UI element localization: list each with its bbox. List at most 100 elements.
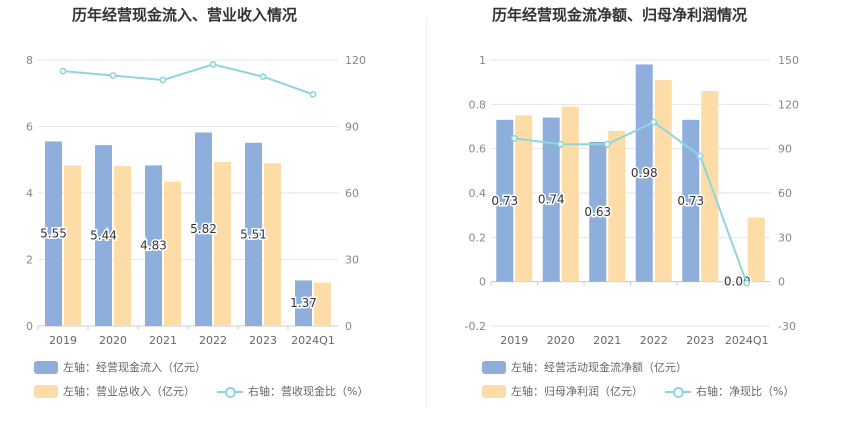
y-left-tick-label: 4 [26,187,33,200]
bar-secondary [701,91,719,282]
bar-data-label: 1.37 [290,296,317,310]
legend-label: 右轴：净现比（%） [696,385,795,398]
y-right-tick-label: 0 [778,276,785,289]
bar-data-label: 5.44 [90,229,117,243]
y-right-tick-label: 30 [345,254,359,267]
bar-secondary [608,130,626,282]
line-point [696,152,704,160]
legend-item-cash-ratio[interactable]: 右轴：营收现金比（%） [217,383,368,399]
panel-divider [426,18,427,408]
x-tick-label: 2022 [199,334,227,347]
legend-label: 右轴：营收现金比（%） [248,385,369,398]
line-point [59,67,67,75]
bar-secondary [164,181,181,326]
legend-swatch [482,360,506,374]
bar-data-label: 0.73 [491,194,518,208]
bar-primary [682,119,700,282]
line-point [159,76,167,84]
legend-label: 左轴：归母净利润（亿元） [511,385,643,398]
line-point [650,118,658,126]
x-tick-label: 2024Q1 [291,334,335,347]
bar-primary [195,132,212,326]
bar-primary [95,145,112,326]
legend-swatch [482,384,506,398]
line-point [109,72,117,79]
bar-data-label: 0.98 [631,166,658,180]
legend-swatch [34,360,58,374]
y-left-tick-label: 0.6 [469,143,487,156]
legend-label: 左轴：经营活动现金流净额（亿元） [511,361,687,374]
bar-secondary [747,217,765,282]
bar-data-label: 5.55 [40,227,67,241]
y-left-tick-label: 1 [479,54,486,67]
x-tick-label: 2020 [99,334,127,347]
legend-item-net-cash-flow[interactable]: 左轴：经营活动现金流净额（亿元） [482,359,687,375]
y-right-tick-label: 60 [778,187,792,200]
legend-label: 左轴：经营现金流入（亿元） [63,361,206,374]
y-left-tick-label: 2 [26,254,33,267]
legend-line-swatch [665,385,691,398]
y-right-tick-label: 90 [778,143,792,156]
y-left-tick-label: 0.2 [469,231,487,244]
legend-row-2: 左轴：归母净利润（亿元） 右轴：净现比（%） [482,383,816,399]
bar-primary [245,142,262,326]
bar-data-label: 5.51 [240,227,267,241]
x-tick-label: 2023 [686,334,714,347]
y-left-tick-label: 0.4 [469,187,487,200]
bar-primary [295,280,312,326]
bar-data-label: 0.63 [584,205,611,219]
bar-primary [496,119,514,282]
bar-secondary [654,79,672,282]
legend-row-2: 左轴：营业总收入（亿元） 右轴：营收现金比（%） [34,383,390,399]
line-point [209,61,217,68]
legend-item-net-cash-ratio[interactable]: 右轴：净现比（%） [665,383,794,399]
legend-item-revenue[interactable]: 左轴：营业总收入（亿元） [34,383,195,399]
x-tick-label: 2019 [49,334,77,347]
y-left-tick-label: 6 [26,121,33,134]
chart-2-svg: -0.2 0 0.2 0.4 0.6 0.8 1 -30 0 30 60 90 120 150 2019 20… [465,54,799,347]
chart-1-svg: 0 2 4 6 8 0 30 60 90 120 2019 2020 2021 2022 2023 2024Q… [26,54,366,347]
chart-panel-2: 历年经营现金流净额、归母净利润情况 -0.2 0 0.2 0.4 0.6 0.8 1 -30 0… [426,0,850,437]
x-tick-label: 2021 [149,334,177,347]
y-right-tick-label: 60 [345,187,359,200]
bar-secondary [561,106,579,282]
legend-row-1: 左轴：经营活动现金流净额（亿元） [482,359,709,375]
y-left-tick-label: 0.8 [469,98,487,111]
y-right-tick-label: 120 [778,98,799,111]
y-left-tick-label: 8 [26,54,33,67]
chart-title: 历年经营现金流入、营业收入情况 [72,6,298,24]
bar-secondary [264,163,281,326]
line-series [514,120,748,284]
bar-data-label: 4.83 [140,239,167,253]
bar-primary [145,165,162,326]
bar-data-label: 5.82 [190,222,217,236]
line-point [309,90,317,98]
bar-secondary [114,166,131,326]
y-right-tick-label: 90 [345,121,359,134]
bar-primary [542,117,560,282]
y-left-tick-label: -0.2 [465,320,486,333]
legend-item-cash-inflow[interactable]: 左轴：经营现金流入（亿元） [34,359,206,375]
bar-primary [45,141,62,326]
y-left-tick-label: 0 [479,276,486,289]
legend-item-net-profit[interactable]: 左轴：归母净利润（亿元） [482,383,643,399]
line-point [557,140,565,148]
bar-data-label: 0.73 [677,194,704,208]
legend-line-swatch [217,385,243,398]
x-tick-label: 2019 [500,334,528,347]
bar-data-label: 0.74 [538,193,565,207]
bar-primary [635,64,653,282]
chart-title: 历年经营现金流净额、归母净利润情况 [492,6,748,24]
legend-row-1: 左轴：经营现金流入（亿元） [34,359,228,375]
y-right-tick-label: -30 [778,320,796,333]
x-tick-label: 2022 [640,334,668,347]
bar-secondary [214,162,231,326]
y-right-tick-label: 120 [345,54,366,67]
x-tick-label: 2021 [593,334,621,347]
y-left-tick-label: 0 [26,320,33,333]
legend-swatch [34,384,58,398]
line-point [510,134,518,142]
chart-panel-1: 历年经营现金流入、营业收入情况 0 2 4 6 8 0 30 60 90 120 2019 2020 2… [26,6,390,399]
line-point [603,140,611,148]
